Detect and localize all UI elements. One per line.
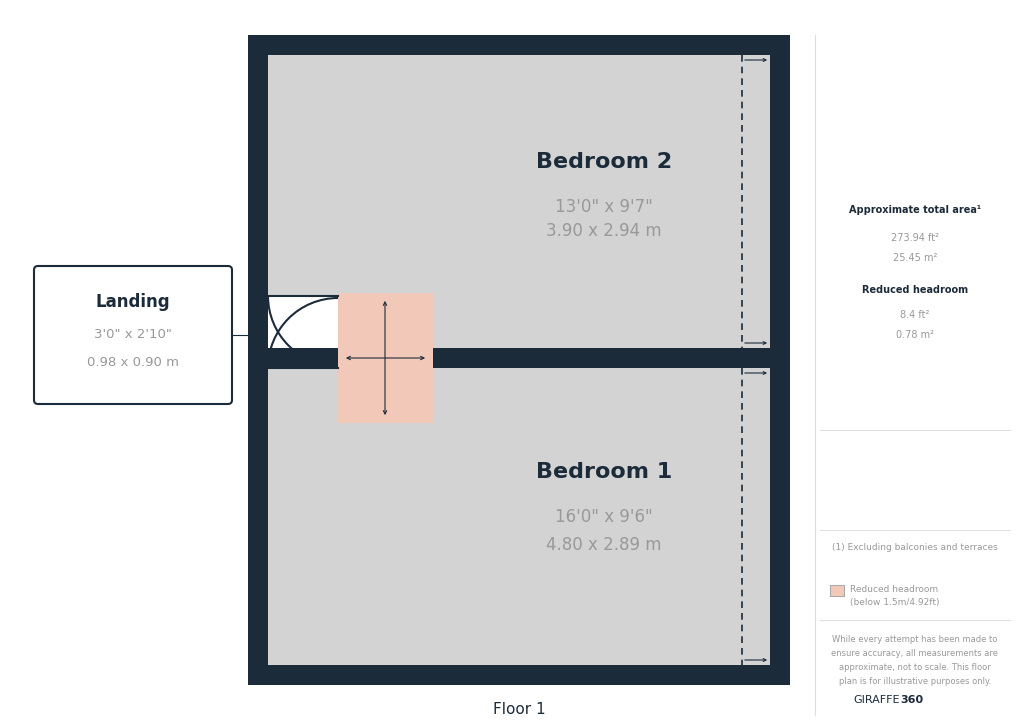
Bar [829,585,843,596]
Bar [337,348,769,368]
Text: 16'0" x 9'6": 16'0" x 9'6" [554,508,652,526]
Text: ensure accuracy, all measurements are: ensure accuracy, all measurements are [830,650,998,658]
Text: approximate, not to scale. This floor: approximate, not to scale. This floor [839,663,989,673]
Text: Reduced headroom: Reduced headroom [861,285,967,295]
Text: 4.80 x 2.89 m: 4.80 x 2.89 m [546,536,661,554]
Bar [268,368,337,665]
Text: Bedroom 2: Bedroom 2 [535,151,672,172]
Text: 13'0" x 9'7": 13'0" x 9'7" [554,198,652,216]
Bar [248,35,790,685]
Bar [337,55,769,348]
Text: 0.78 m²: 0.78 m² [895,330,933,340]
Text: 273.94 ft²: 273.94 ft² [891,233,938,243]
Text: 3'0" x 2'10": 3'0" x 2'10" [94,329,172,342]
Text: Landing: Landing [96,293,170,311]
Text: 360: 360 [899,695,922,705]
Text: (1) Excluding balconies and terraces: (1) Excluding balconies and terraces [832,544,997,552]
Text: Approximate total area¹: Approximate total area¹ [848,205,980,215]
Text: GIRAFFE: GIRAFFE [853,695,899,705]
Text: While every attempt has been made to: While every attempt has been made to [832,635,997,645]
Text: Reduced headroom: Reduced headroom [849,585,937,595]
Text: 25.45 m²: 25.45 m² [892,253,936,263]
Bar [268,348,337,368]
Bar [268,296,337,348]
Bar [337,368,769,665]
FancyBboxPatch shape [34,266,231,404]
Bar [337,293,433,423]
Text: 0.98 x 0.90 m: 0.98 x 0.90 m [87,355,178,368]
Text: Bedroom 1: Bedroom 1 [535,461,672,482]
Text: plan is for illustrative purposes only.: plan is for illustrative purposes only. [838,678,990,686]
Text: 8.4 ft²: 8.4 ft² [900,310,928,320]
Text: (below 1.5m/4.92ft): (below 1.5m/4.92ft) [849,598,938,606]
Bar [268,55,337,296]
Text: 3.90 x 2.94 m: 3.90 x 2.94 m [545,223,661,241]
Text: Floor 1: Floor 1 [492,702,545,717]
